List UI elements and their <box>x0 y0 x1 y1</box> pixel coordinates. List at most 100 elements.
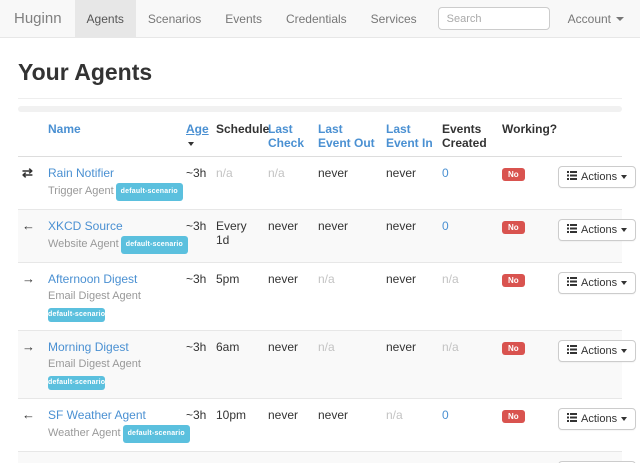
list-icon <box>567 277 577 289</box>
column-header-age: Age <box>182 115 212 157</box>
age-cell: ~3h <box>186 408 207 422</box>
actions-button-label: Actions <box>581 224 618 236</box>
events-created-link[interactable]: 0 <box>442 219 449 233</box>
events-created-link[interactable]: 0 <box>442 408 449 422</box>
agent-subtitle: Weather Agent default-scenario <box>48 425 190 443</box>
actions-button[interactable]: Actions <box>558 272 637 294</box>
direction-column-header <box>18 115 44 157</box>
agent-name-link[interactable]: XKCD Source <box>48 219 123 233</box>
agent-name-link[interactable]: Afternoon Digest <box>48 272 138 286</box>
agent-name-link[interactable]: iTunes Trailer Source <box>48 461 162 463</box>
nav-link-services[interactable]: Services <box>370 11 417 26</box>
actions-column-header <box>554 115 622 157</box>
schedule-cell: n/a <box>216 166 233 180</box>
actions-button[interactable]: Actions <box>558 219 637 241</box>
last-check-cell: never <box>268 340 299 354</box>
actions-button[interactable]: Actions <box>558 166 637 188</box>
nav-item-services: Services <box>359 0 429 37</box>
column-header-last-check: Last Check <box>264 115 314 157</box>
age-cell: ~3h <box>186 166 207 180</box>
actions-button[interactable]: Actions <box>558 340 637 362</box>
search-input[interactable] <box>437 7 550 30</box>
main-content: Your Agents Name Age Schedule Last Check… <box>0 59 640 463</box>
schedule-cell: 5pm <box>216 272 240 286</box>
column-header-events-created: Events Created <box>438 115 498 157</box>
age-cell: ~3h <box>186 272 207 286</box>
scenario-badge[interactable]: default-scenario <box>48 376 106 390</box>
brand-link[interactable]: Huginn <box>14 10 62 27</box>
sort-caret-icon <box>188 141 194 146</box>
last-event-in-cell: never <box>386 272 417 286</box>
nav-link-agents[interactable]: Agents <box>74 0 136 37</box>
last-check-cell: never <box>264 452 314 463</box>
arrow-left-icon: ← <box>22 218 35 233</box>
last-event-out-cell: never <box>318 408 349 422</box>
table-horizontal-scrollbar[interactable] <box>18 106 622 112</box>
agent-subtitle: Trigger Agent default-scenario <box>48 183 183 201</box>
events-created-link[interactable]: 0 <box>442 461 449 463</box>
chevron-down-icon <box>621 175 628 179</box>
scenario-badge[interactable]: default-scenario <box>115 183 183 201</box>
actions-button-label: Actions <box>581 413 618 425</box>
title-divider <box>18 98 622 99</box>
agent-name-link[interactable]: Morning Digest <box>48 340 129 354</box>
last-event-in-cell: never <box>386 219 417 233</box>
agent-name-link[interactable]: Rain Notifier <box>48 166 115 180</box>
column-header-label: Working? <box>502 122 558 136</box>
column-header-label[interactable]: Age <box>186 122 209 136</box>
actions-button[interactable]: Actions <box>558 408 637 430</box>
agent-subtitle: Email Digest Agent default-scenario <box>48 289 178 322</box>
scenario-badge[interactable]: default-scenario <box>48 308 106 322</box>
table-header-row: Name Age Schedule Last Check Last Event … <box>18 115 622 157</box>
age-cell: ~3h <box>186 219 207 233</box>
column-header-working: Working? <box>498 115 558 157</box>
agent-name-link[interactable]: SF Weather Agent <box>48 408 146 422</box>
navbar-spacer <box>429 0 438 37</box>
schedule-cell: 6am <box>216 340 240 354</box>
arrow-left-icon: ← <box>22 460 35 463</box>
nav-link-scenarios[interactable]: Scenarios <box>147 11 202 26</box>
exchange-icon: ⇄ <box>22 165 33 180</box>
last-event-in-cell: never <box>386 166 417 180</box>
table-row: → Morning Digest Email Digest Agent defau… <box>18 330 637 399</box>
nav-item-events: Events <box>213 0 274 37</box>
account-dropdown[interactable]: Account <box>550 0 640 37</box>
column-header-last-event-out: Last Event Out <box>314 115 382 157</box>
last-event-out-cell: never <box>318 166 349 180</box>
age-cell: ~3h <box>186 340 207 354</box>
chevron-down-icon <box>621 349 628 353</box>
actions-button-label: Actions <box>581 345 618 357</box>
list-icon <box>567 224 577 236</box>
column-header-label[interactable]: Name <box>48 122 81 136</box>
nav-item-scenarios: Scenarios <box>136 0 213 37</box>
agent-subtitle: Website Agent default-scenario <box>48 236 189 254</box>
column-header-label[interactable]: Last Check <box>268 122 305 150</box>
arrow-left-icon: ← <box>22 407 35 422</box>
agent-type-label: Website Agent <box>48 238 119 250</box>
events-created-link: n/a <box>442 340 459 354</box>
last-check-cell: n/a <box>268 166 285 180</box>
events-created-link[interactable]: 0 <box>442 166 449 180</box>
column-header-label[interactable]: Last Event Out <box>318 122 375 150</box>
last-check-cell: never <box>268 219 299 233</box>
navbar-menu: Agents Scenarios Events Credentials Services <box>74 0 429 37</box>
chevron-down-icon <box>621 281 628 285</box>
last-event-out-cell: n/a <box>318 272 335 286</box>
nav-link-events[interactable]: Events <box>225 11 262 26</box>
schedule-cell: 10pm <box>216 408 247 422</box>
agent-type-label: Email Digest Agent <box>48 358 141 370</box>
schedule-cell: Every 1d <box>212 452 264 463</box>
agent-type-label: Email Digest Agent <box>48 290 141 302</box>
scenario-badge[interactable]: default-scenario <box>120 236 189 254</box>
agent-type-label: Weather Agent <box>48 427 121 439</box>
account-label: Account <box>567 11 611 26</box>
agents-table: Name Age Schedule Last Check Last Event … <box>18 115 637 463</box>
chevron-down-icon <box>621 417 628 421</box>
column-header-label[interactable]: Last Event In <box>386 122 433 150</box>
column-header-label: Schedule <box>216 122 270 136</box>
table-row: ← iTunes Trailer Source Website Agentdef… <box>18 451 637 463</box>
nav-link-credentials[interactable]: Credentials <box>285 11 347 26</box>
column-header-name: Name <box>44 115 182 157</box>
list-icon <box>567 171 577 183</box>
scenario-badge[interactable]: default-scenario <box>122 425 190 443</box>
